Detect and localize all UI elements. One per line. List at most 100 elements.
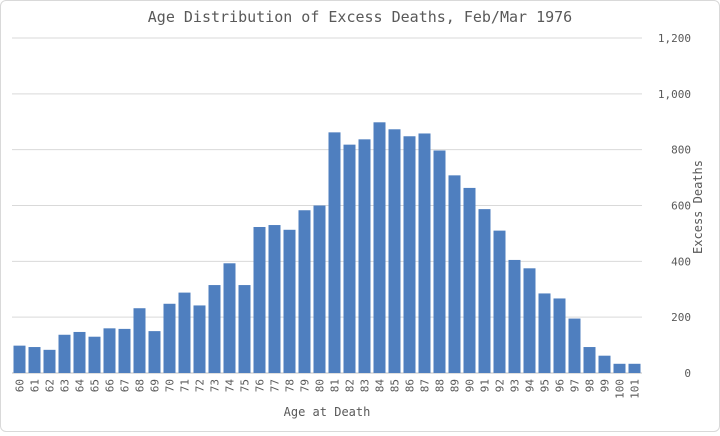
x-tick-label: 88 — [434, 379, 447, 392]
bar — [313, 205, 326, 373]
x-tick-label: 83 — [359, 379, 372, 392]
y-tick-label: 0 — [684, 367, 691, 380]
bar — [463, 187, 476, 373]
x-tick-label: 61 — [29, 379, 42, 392]
y-tick-label: 1,200 — [658, 32, 691, 45]
x-tick-label: 97 — [569, 379, 582, 392]
bar — [178, 292, 191, 373]
x-tick-label: 89 — [449, 379, 462, 392]
x-tick-label: 101 — [629, 379, 642, 399]
x-tick-label: 96 — [554, 379, 567, 392]
x-tick-label: 69 — [149, 379, 162, 392]
bar — [598, 355, 611, 373]
y-tick-labels: 0 200 400 600 800 1,000 1,200 — [658, 32, 691, 380]
bar — [343, 144, 356, 373]
bar — [613, 363, 626, 373]
bar — [13, 345, 26, 373]
x-tick-label: 99 — [599, 379, 612, 392]
x-tick-label: 95 — [539, 379, 552, 392]
bar — [373, 122, 386, 373]
bar — [43, 349, 56, 373]
x-tick-label: 84 — [374, 379, 387, 393]
bar — [148, 331, 161, 373]
bar — [253, 226, 266, 373]
y-tick-label: 1,000 — [658, 88, 691, 101]
bar — [238, 285, 251, 373]
y-tick-label: 800 — [671, 144, 691, 157]
bar — [103, 328, 116, 373]
bar — [73, 331, 86, 373]
x-tick-label: 75 — [239, 379, 252, 392]
x-tick-label: 70 — [164, 379, 177, 392]
x-tick-label: 68 — [134, 379, 147, 392]
x-tick-label: 100 — [614, 379, 627, 399]
bar — [538, 293, 551, 373]
bar — [478, 209, 491, 373]
bar — [283, 229, 296, 373]
chart-title: Age Distribution of Excess Deaths, Feb/M… — [148, 8, 572, 26]
bar — [358, 139, 371, 373]
bars — [13, 122, 641, 373]
bar — [403, 136, 416, 373]
x-tick-label: 77 — [269, 379, 282, 392]
x-tick-label: 76 — [254, 379, 267, 392]
y-tick-label: 400 — [671, 255, 691, 268]
y-tick-label: 200 — [671, 311, 691, 324]
x-tick-label: 93 — [509, 379, 522, 392]
x-tick-label: 85 — [389, 379, 402, 392]
bar — [223, 263, 236, 373]
x-tick-label: 92 — [494, 379, 507, 392]
x-tick-label: 62 — [44, 379, 57, 392]
bar — [553, 298, 566, 373]
x-tick-label: 60 — [14, 379, 27, 392]
gridlines — [12, 37, 642, 374]
x-tick-label: 73 — [209, 379, 222, 392]
x-tick-label: 79 — [299, 379, 312, 392]
x-tick-label: 71 — [179, 379, 192, 392]
x-tick-label: 82 — [344, 379, 357, 392]
x-tick-label: 81 — [329, 379, 342, 392]
bar — [493, 230, 506, 373]
bar — [208, 285, 221, 373]
bar — [28, 347, 41, 373]
bar — [523, 268, 536, 373]
bar — [118, 328, 131, 373]
x-tick-label: 91 — [479, 379, 492, 392]
x-tick-label: 80 — [314, 379, 327, 392]
bar — [88, 336, 101, 373]
bar — [628, 363, 641, 373]
bar — [163, 303, 176, 373]
y-tick-label: 600 — [671, 200, 691, 213]
x-tick-label: 63 — [59, 379, 72, 392]
bar — [328, 132, 341, 373]
x-tick-label: 87 — [419, 379, 432, 392]
x-tick-label: 65 — [89, 379, 102, 392]
x-tick-label: 78 — [284, 379, 297, 392]
x-tick-label: 86 — [404, 379, 417, 392]
bar — [433, 150, 446, 373]
x-axis-title: Age at Death — [284, 405, 371, 419]
bar — [418, 133, 431, 373]
x-tick-label: 74 — [224, 379, 237, 393]
x-tick-label: 67 — [119, 379, 132, 392]
bar — [388, 129, 401, 373]
x-tick-label: 72 — [194, 379, 207, 392]
bar — [568, 318, 581, 373]
bar — [508, 259, 521, 373]
x-tick-labels: 60 61 62 63 64 65 66 67 68 69 70 71 72 73 74 75 76 77 78 79… — [14, 379, 642, 399]
bar — [193, 305, 206, 373]
bar — [133, 308, 146, 373]
bar — [298, 210, 311, 373]
y-axis-title: Excess Deaths — [691, 160, 705, 254]
x-tick-label: 64 — [74, 379, 87, 393]
bar — [268, 225, 281, 373]
bar — [448, 175, 461, 373]
x-tick-label: 94 — [524, 379, 537, 393]
bar — [583, 347, 596, 373]
x-tick-label: 98 — [584, 379, 597, 392]
bar — [58, 334, 71, 373]
x-tick-label: 90 — [464, 379, 477, 392]
x-tick-label: 66 — [104, 379, 117, 392]
